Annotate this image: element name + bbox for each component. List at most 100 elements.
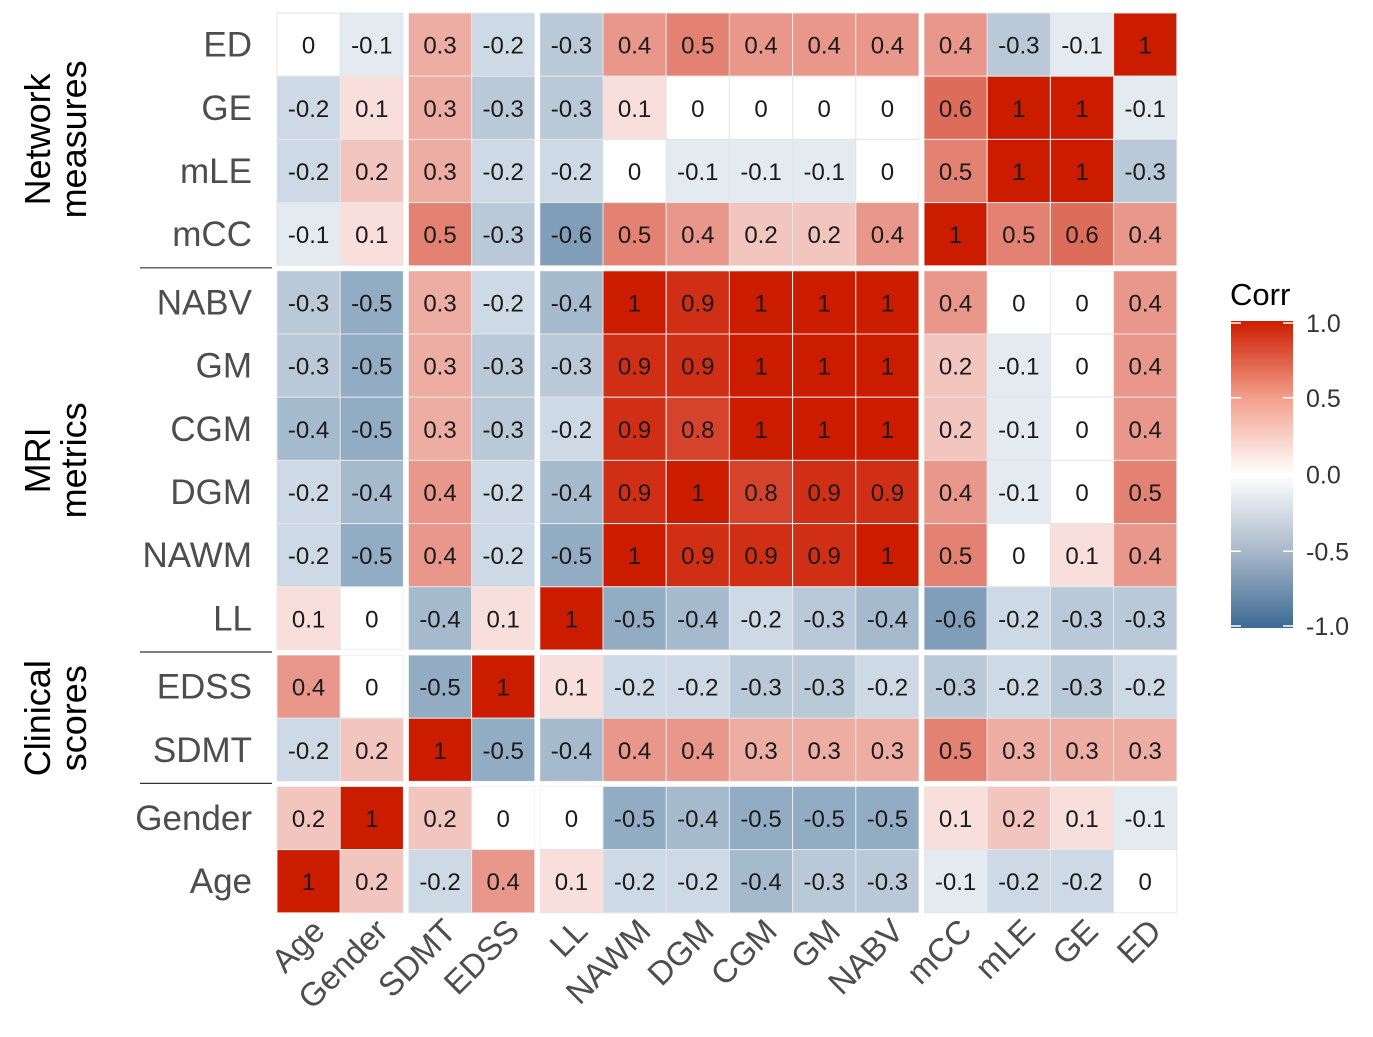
x-tick-label: SDMT [371, 912, 463, 1004]
heatmap-cell [602, 202, 667, 267]
cell-value-label: 0.5 [681, 33, 714, 60]
cell-value-label: 0.3 [423, 96, 456, 123]
heatmap-cell [276, 202, 341, 267]
cell-value-label: 1 [1139, 33, 1152, 60]
heatmap-cell [728, 785, 794, 851]
cell-value-label: 1 [1012, 96, 1025, 123]
heatmap-cell [539, 849, 604, 914]
cell-value-label: 0.9 [808, 543, 841, 570]
y-tick-label: ED [203, 26, 252, 65]
y-tick-label: DGM [170, 473, 252, 512]
cell-value-label: 1 [818, 290, 831, 317]
heatmap-cell [602, 523, 667, 588]
cell-value-label: -0.2 [740, 606, 781, 633]
heatmap-cell [728, 717, 794, 782]
cell-value-label: -0.4 [551, 738, 592, 765]
cell-value-label: 0.4 [871, 222, 904, 249]
row-group-label: measures [53, 60, 94, 218]
cell-value-label: -0.1 [998, 417, 1039, 444]
cell-value-label: 0.2 [939, 354, 972, 381]
cell-value-label: 1 [628, 290, 641, 317]
cell-value-label: 0.3 [871, 738, 904, 765]
heatmap-cell [1113, 717, 1178, 782]
cell-value-label: 0.4 [1129, 417, 1162, 444]
y-axis-tick-labels: ED GE mLE mCC NABV GM CGM DGM NAWM LL EDSS SDMT Gend… [135, 26, 252, 902]
heatmap-cell [471, 202, 536, 267]
cell-value-label: 0.9 [871, 480, 904, 507]
cell-value-label: 0 [881, 96, 894, 123]
heatmap-cell [602, 654, 667, 719]
cell-value-label: 1 [628, 543, 641, 570]
cell-value-label: 1 [565, 606, 578, 633]
x-tick-label: DGM [640, 912, 721, 993]
heatmap-cell [602, 75, 667, 140]
legend-tick-label: -1.0 [1306, 613, 1349, 641]
heatmap-cell [1049, 785, 1115, 851]
heatmap-cells [276, 12, 1178, 914]
heatmap-cell [1113, 270, 1178, 335]
x-tick-label: CGM [703, 912, 784, 993]
y-tick-label: NABV [157, 283, 253, 322]
cell-value-label: 0 [1075, 417, 1088, 444]
cell-value-label: 0.5 [939, 738, 972, 765]
cell-value-label: -0.2 [483, 290, 524, 317]
cell-value-label: 0.4 [487, 869, 520, 896]
cell-value-label: -0.5 [483, 738, 524, 765]
cell-value-label: -0.1 [1125, 806, 1166, 833]
heatmap-cell [728, 523, 794, 588]
cell-value-label: -0.3 [551, 96, 592, 123]
cell-value-label: 1 [302, 869, 315, 896]
row-group-label: MRI [17, 427, 58, 493]
heatmap-cell [1049, 396, 1115, 461]
cell-value-label: 0 [881, 159, 894, 186]
cell-value-label: -0.5 [614, 606, 655, 633]
cell-value-label: 0.1 [618, 96, 651, 123]
cell-value-label: 0.9 [618, 354, 651, 381]
cell-value-label: 1 [818, 354, 831, 381]
cell-value-label: 0 [565, 806, 578, 833]
cell-value-label: 0.4 [939, 290, 972, 317]
cell-value-label: 0.5 [1002, 222, 1035, 249]
cell-value-label: 0.4 [939, 480, 972, 507]
heatmap-cell [1113, 586, 1178, 651]
y-tick-label: NAWM [142, 536, 252, 575]
cell-value-label: 0.1 [1065, 806, 1098, 833]
heatmap-cell [471, 849, 536, 914]
cell-value-label: -0.2 [614, 675, 655, 702]
heatmap-cell [276, 586, 341, 651]
y-tick-label: LL [213, 599, 252, 638]
heatmap-cell [602, 333, 667, 398]
cell-value-label: 0.2 [355, 869, 388, 896]
heatmap-cell [986, 459, 1051, 525]
heatmap-cell [986, 333, 1051, 398]
column-group-separator [534, 11, 540, 915]
cell-value-label: -0.4 [419, 606, 460, 633]
row-group-label: metrics [53, 402, 94, 518]
heatmap-cell [602, 459, 667, 525]
y-tick-label: CGM [170, 410, 252, 449]
cell-value-label: -0.3 [483, 222, 524, 249]
heatmap-cell [792, 717, 857, 782]
y-tick-label: mLE [180, 152, 252, 191]
cell-value-label: 0.1 [355, 222, 388, 249]
row-group-label: Clinical [17, 660, 58, 776]
cell-value-label: -0.2 [998, 869, 1039, 896]
cell-value-label: 0.4 [681, 738, 714, 765]
cell-value-label: 0.6 [1065, 222, 1098, 249]
heatmap-cell [539, 459, 604, 525]
heatmap-cell [407, 12, 473, 77]
cell-value-label: -0.2 [998, 675, 1039, 702]
legend-ticks: 1.0 0.5 0.0 -0.5 -1.0 [1231, 310, 1349, 641]
cell-value-label: 0.3 [423, 290, 456, 317]
heatmap-cell [792, 333, 857, 398]
cell-value-label: -0.3 [551, 33, 592, 60]
heatmap-cell [471, 459, 536, 525]
heatmap-cell [728, 138, 794, 204]
heatmap-cell [986, 12, 1051, 77]
heatmap-cell [986, 138, 1051, 204]
cell-value-label: -0.2 [288, 738, 329, 765]
heatmap-cell [602, 586, 667, 651]
cell-value-label: -0.3 [288, 354, 329, 381]
row-group-separator [275, 265, 1179, 271]
cell-value-label: -0.2 [551, 417, 592, 444]
